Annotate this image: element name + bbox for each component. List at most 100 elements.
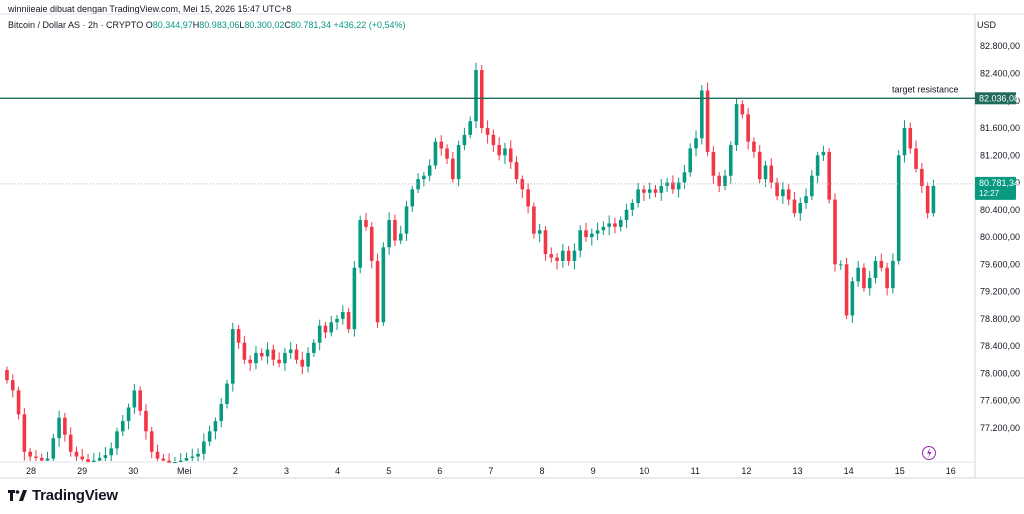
candle-body <box>474 70 478 122</box>
candle-body <box>190 456 195 458</box>
candle-body <box>207 431 212 442</box>
candle-body <box>659 185 664 193</box>
ohlc-value-o: 80.344,97 <box>152 20 193 30</box>
candle-body <box>642 189 646 193</box>
candle-body <box>844 264 849 316</box>
x-tick-label: 13 <box>792 466 802 476</box>
candle-body <box>862 267 866 289</box>
y-tick-label: 78.000,00 <box>980 368 1020 378</box>
ohlc-key-c: C <box>284 20 291 30</box>
candle-body <box>375 260 380 323</box>
y-tick-label: 81.200,00 <box>980 150 1020 160</box>
tradingview-wordmark: TradingView <box>32 487 118 504</box>
x-tick-label: Mei <box>177 466 192 476</box>
candle-body <box>149 431 154 452</box>
candle-body <box>700 90 704 139</box>
candle-body <box>827 151 831 200</box>
candle-body <box>57 417 61 439</box>
candle-body <box>103 455 108 458</box>
candle-body <box>28 451 32 457</box>
event-lightning-icon[interactable] <box>922 446 936 460</box>
candle-body <box>532 206 536 234</box>
ohlc-key-h: H <box>192 20 200 30</box>
candle-body <box>68 434 73 452</box>
candle-body <box>416 179 420 190</box>
candle-body <box>688 148 693 173</box>
candle-body <box>711 151 716 176</box>
x-tick-label: 3 <box>284 466 289 476</box>
x-tick-label: 15 <box>895 466 905 476</box>
candle-body <box>931 185 936 214</box>
candle-body <box>740 104 745 115</box>
candle-body <box>231 329 235 384</box>
change-value: +436,22 (+0,54%) <box>333 20 406 30</box>
candle-body <box>462 134 467 146</box>
candle-body <box>398 233 403 241</box>
candle-body <box>335 318 339 323</box>
candle-body <box>665 182 669 186</box>
candle-body <box>914 148 918 169</box>
candle-body <box>51 438 56 459</box>
symbol-name[interactable]: Bitcoin / Dollar AS · 2h · CRYPTO <box>8 20 144 30</box>
y-tick-label: 82.400,00 <box>980 68 1020 78</box>
candle-body <box>514 162 519 180</box>
candle-body <box>341 312 345 319</box>
candle-body <box>653 189 658 193</box>
candle-body <box>676 182 681 190</box>
candle-body <box>804 196 808 203</box>
candle-body <box>925 185 930 214</box>
x-tick-label: 29 <box>77 466 87 476</box>
candle-body <box>254 352 258 364</box>
candle-body <box>184 457 189 461</box>
y-tick-label: 81.600,00 <box>980 123 1020 133</box>
candle-body <box>271 349 276 360</box>
x-tick-label: 28 <box>26 466 36 476</box>
candle-body <box>433 141 438 166</box>
candle-body <box>578 230 583 251</box>
x-tick-label: 30 <box>128 466 138 476</box>
candle-body <box>202 441 206 454</box>
last-price-text: 80.781,34 <box>979 178 1019 188</box>
candle-body <box>503 148 507 156</box>
currency-label[interactable]: USD <box>977 20 997 30</box>
candle-body <box>22 414 27 452</box>
candle-body <box>543 230 548 255</box>
candle-body <box>833 199 837 265</box>
candle-body <box>920 168 924 186</box>
candle-body <box>393 220 397 241</box>
candle-body <box>126 407 131 422</box>
candle-body <box>259 352 264 357</box>
candle-body <box>173 462 177 463</box>
candle-body <box>769 165 774 183</box>
candle-body <box>763 165 768 180</box>
candle-body <box>624 209 629 221</box>
resistance-price-text: 82.036,08 <box>979 93 1019 103</box>
candle-body <box>381 247 386 323</box>
candle-body <box>508 148 513 163</box>
tradingview-logo[interactable]: TradingView <box>8 487 118 504</box>
candle-body <box>491 134 496 146</box>
candle-body <box>601 226 606 231</box>
ohlc-value-h: 80.983,06 <box>199 20 240 30</box>
x-tick-label: 16 <box>946 466 956 476</box>
symbol-legend: Bitcoin / Dollar AS · 2h · CRYPTO O80.34… <box>8 20 406 30</box>
candle-body <box>746 114 750 142</box>
y-tick-label: 80.000,00 <box>980 232 1020 242</box>
ohlc-key-l: L <box>239 20 245 30</box>
candle-body <box>120 421 125 432</box>
candle-body <box>144 410 148 432</box>
candle-body <box>364 220 368 227</box>
candle-body <box>219 404 224 422</box>
candle-body <box>288 349 293 353</box>
candle-body <box>115 431 119 449</box>
candle-body <box>346 312 351 330</box>
candle-body <box>636 189 640 203</box>
candle-body <box>312 342 316 353</box>
candle-body <box>352 267 357 330</box>
candle-body <box>723 175 727 186</box>
candle-body <box>358 220 362 268</box>
candle-body <box>468 121 472 135</box>
candle-body <box>555 257 559 261</box>
candle-body <box>896 155 901 261</box>
